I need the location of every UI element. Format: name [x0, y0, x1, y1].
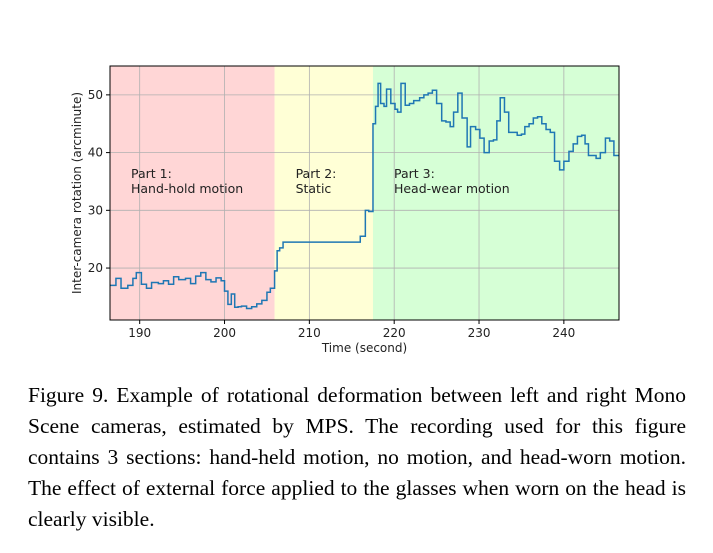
y-tick-label: 30 [88, 203, 103, 217]
x-tick-label: 200 [213, 326, 236, 340]
figure-caption: Figure 9. Example of rotational deformat… [28, 383, 686, 531]
rotation-chart: 190 200 210 220 230 240 20 30 40 50 Part 1: Hand-h… [70, 65, 620, 355]
region-label-part-2: Part 2: Static [296, 166, 337, 196]
series-line [110, 82, 619, 310]
x-tick-label: 220 [383, 326, 406, 340]
region-label-part-3: Part 3: Head-wear motion [394, 166, 510, 196]
x-tick-label: 190 [128, 326, 151, 340]
region-part-2 [274, 66, 373, 320]
y-tick-label: 50 [88, 88, 103, 102]
y-tick-label: 20 [88, 261, 103, 275]
y-tick-label: 40 [88, 146, 103, 160]
region-part-1 [110, 66, 275, 320]
y-axis-label: Inter-camera rotation (arcminute) [70, 92, 84, 294]
x-tick-label: 230 [468, 326, 491, 340]
x-axis-label: Time (second) [321, 341, 407, 355]
plot-frame [109, 65, 620, 321]
region-label-part-1: Part 1: Hand-hold motion [131, 166, 243, 196]
region-part-3 [372, 66, 619, 320]
x-tick-label: 240 [552, 326, 575, 340]
x-tick-label: 210 [298, 326, 321, 340]
